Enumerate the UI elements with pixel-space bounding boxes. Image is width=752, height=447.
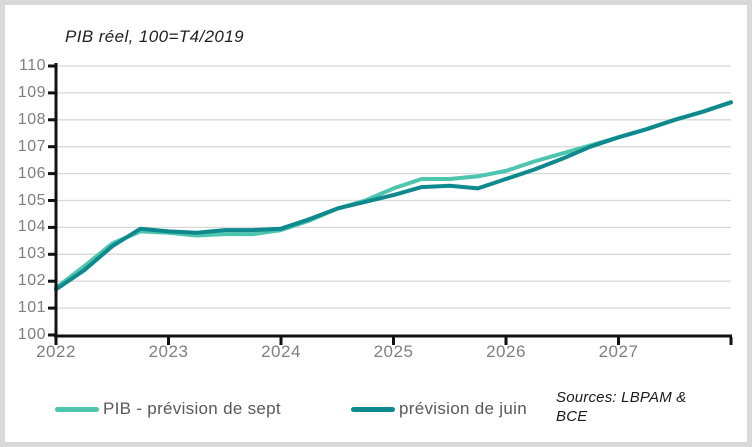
legend-label-juin: prévision de juin — [399, 399, 527, 418]
y-tick-label-105: 105 — [17, 191, 46, 209]
series-line-juin — [54, 100, 733, 292]
sept-series-swatch-icon — [55, 406, 99, 412]
x-tick-label-2022: 2022 — [36, 342, 76, 361]
x-tick-label-2023: 2023 — [148, 342, 189, 361]
x-tick-label-2024: 2024 — [261, 342, 301, 361]
y-tick-label-108: 108 — [17, 110, 46, 128]
sources-note: Sources: LBPAM & BCE — [556, 389, 687, 425]
y-tick-label-110: 110 — [18, 57, 46, 74]
x-tick-label-2026: 2026 — [486, 342, 526, 361]
juin-series-swatch-icon — [351, 406, 395, 412]
gdp-line-chart — [48, 63, 733, 345]
y-tick-label-103: 103 — [17, 245, 46, 263]
y-tick-label-100: 100 — [17, 326, 46, 343]
y-tick-label-109: 109 — [17, 83, 46, 101]
y-tick-label-104: 104 — [17, 218, 46, 236]
y-tick-label-107: 107 — [17, 137, 46, 155]
y-tick-label-106: 106 — [17, 164, 46, 182]
x-tick-label-2027: 2027 — [598, 342, 639, 361]
legend-label-sept: PIB - prévision de sept — [103, 399, 281, 418]
y-tick-label-101: 101 — [17, 299, 46, 317]
y-tick-label-102: 102 — [17, 272, 46, 290]
legend-item-sept: PIB - prévision de sept — [55, 399, 281, 419]
x-tick-label-2025: 2025 — [373, 342, 414, 361]
chart-title: PIB réel, 100=T4/2019 — [65, 27, 244, 46]
legend-item-juin: prévision de juin — [351, 399, 527, 419]
